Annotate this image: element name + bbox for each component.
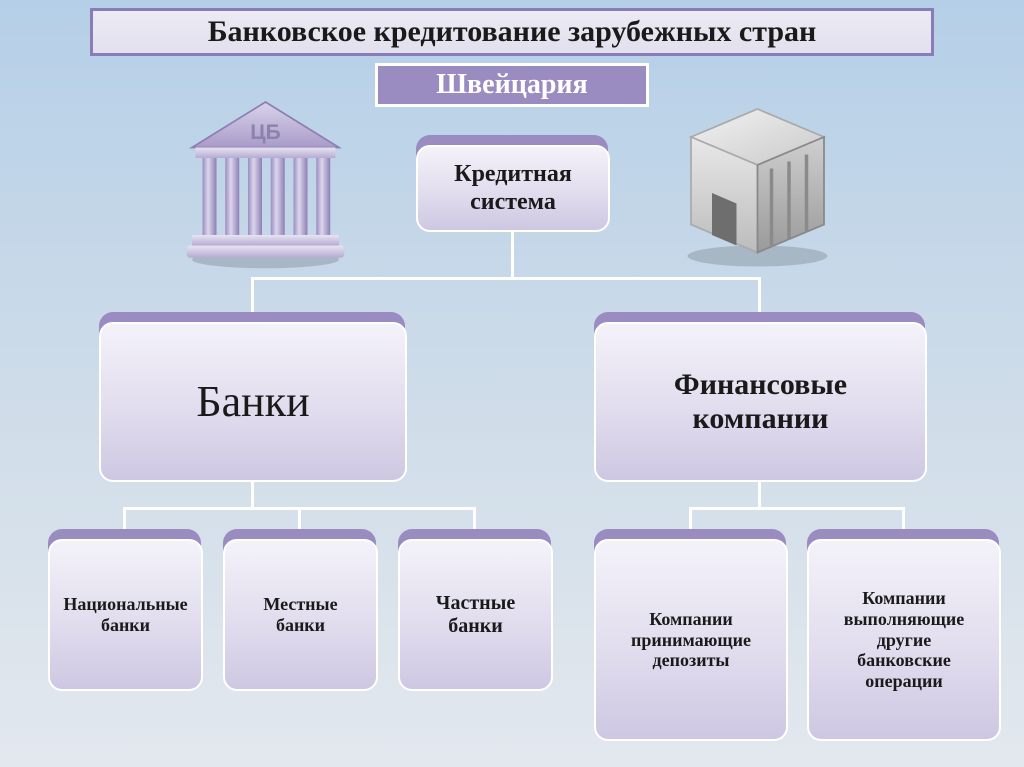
node-priv: Частныебанки	[398, 529, 551, 689]
connector-segment	[689, 508, 692, 531]
connector-segment	[902, 508, 905, 531]
bank-pediment-text: ЦБ	[250, 121, 280, 144]
node-other-label: Компаниивыполняющиедругиебанковскиеопера…	[807, 539, 1001, 741]
node-root: Кредитнаясистема	[416, 135, 608, 230]
country-label: Швейцария	[436, 69, 587, 101]
node-fin-label: Финансовыекомпании	[594, 322, 927, 482]
connector-segment	[251, 277, 762, 280]
node-nat: Национальныебанки	[48, 529, 201, 689]
page-title: Банковское кредитование зарубежных стран	[208, 15, 817, 49]
connector-segment	[251, 482, 254, 508]
node-local: Местныебанки	[223, 529, 376, 689]
connector-segment	[123, 508, 126, 531]
connector-segment	[511, 232, 514, 278]
node-other: Компаниивыполняющиедругиебанковскиеопера…	[807, 529, 999, 739]
connector-segment	[473, 508, 476, 531]
node-root-label: Кредитнаясистема	[416, 145, 610, 232]
page-title-banner: Банковское кредитование зарубежных стран	[90, 8, 934, 56]
cube-building-icon	[670, 95, 845, 270]
connector-segment	[758, 482, 761, 508]
bank-building-icon: ЦБ	[178, 95, 353, 270]
node-dep: Компаниипринимающиедепозиты	[594, 529, 786, 739]
node-priv-label: Частныебанки	[398, 539, 553, 691]
node-dep-label: Компаниипринимающиедепозиты	[594, 539, 788, 741]
country-banner: Швейцария	[375, 63, 649, 107]
connector-segment	[758, 278, 761, 314]
node-fin: Финансовыекомпании	[594, 312, 925, 480]
node-banks: Банки	[99, 312, 405, 480]
connector-segment	[298, 508, 301, 531]
node-local-label: Местныебанки	[223, 539, 378, 691]
connector-segment	[689, 507, 905, 510]
node-nat-label: Национальныебанки	[48, 539, 203, 691]
connector-segment	[251, 278, 254, 314]
node-banks-label: Банки	[99, 322, 407, 482]
